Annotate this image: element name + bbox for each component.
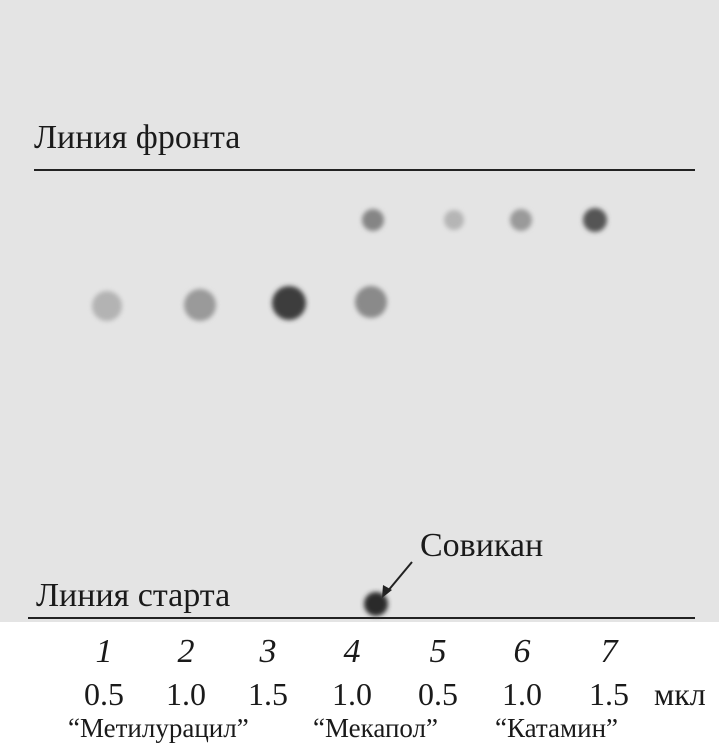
group-label: “Катамин”	[495, 713, 618, 743]
spot	[184, 289, 216, 321]
spot	[355, 286, 387, 318]
lane-volume: 0.5	[84, 676, 124, 712]
unit: мкл	[654, 676, 706, 712]
front-label: Линия фронта	[34, 119, 240, 156]
lane-number: 2	[178, 633, 195, 670]
lane-number: 7	[601, 633, 620, 670]
lane-volume: 1.0	[332, 676, 372, 712]
lane-volume: 1.5	[589, 676, 629, 712]
spot	[92, 291, 122, 321]
lane-number: 1	[96, 633, 113, 670]
lane-number: 6	[514, 633, 531, 670]
lane-volume: 1.0	[502, 676, 542, 712]
spots	[92, 208, 607, 616]
arrow	[386, 561, 413, 593]
lane-volume: 1.5	[248, 676, 288, 712]
lane-labels: 1 0.5 2 1.0 3 1.5 4 1.0 5 0.5 6 1.0 7 1.5	[84, 633, 629, 712]
lane-number: 5	[430, 633, 447, 670]
lane-volume: 0.5	[418, 676, 458, 712]
spot	[444, 210, 464, 230]
spot	[362, 209, 384, 231]
spot	[272, 286, 306, 320]
spot	[510, 209, 532, 231]
arrow-head	[382, 585, 392, 598]
start-label: Линия старта	[36, 577, 230, 614]
spot	[583, 208, 607, 232]
group-label: “Мекапол”	[313, 713, 438, 743]
spot-label: Совикан	[420, 527, 543, 564]
lane-volume: 1.0	[166, 676, 206, 712]
group-label: “Метилурацил”	[68, 713, 249, 743]
spot	[364, 592, 388, 616]
lane-number: 4	[344, 633, 361, 670]
lane-number: 3	[259, 633, 277, 670]
